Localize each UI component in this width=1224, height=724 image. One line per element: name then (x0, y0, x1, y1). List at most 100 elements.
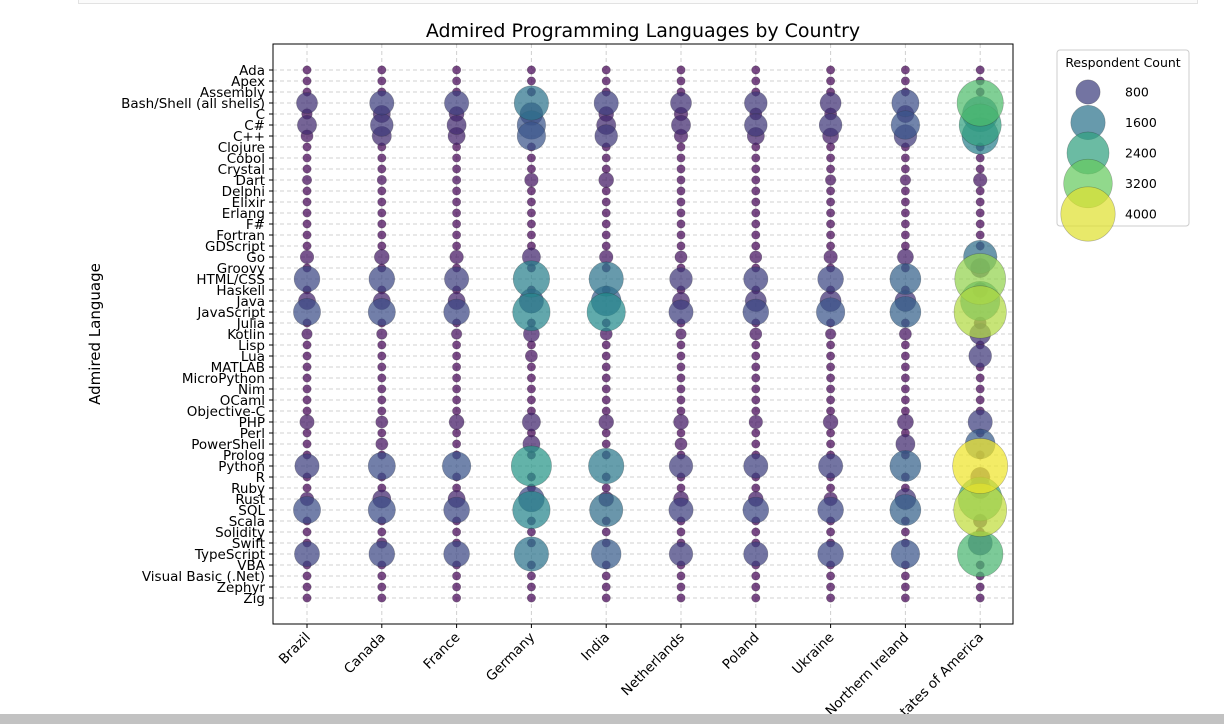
bubble (452, 439, 462, 449)
bubble (751, 241, 761, 251)
bubble (822, 414, 839, 430)
bubble (826, 483, 836, 493)
y-tick-label: HTML/CSS (196, 272, 265, 288)
bubble (601, 527, 611, 537)
bubble (302, 406, 312, 416)
bubble (751, 175, 761, 185)
bubble (377, 395, 387, 405)
y-tick-label: Zephyr (217, 580, 266, 596)
bubble (302, 164, 312, 174)
bubble (601, 241, 611, 251)
bubble (512, 260, 550, 298)
bubble (751, 197, 761, 207)
bubble (676, 175, 686, 185)
bubble (676, 373, 686, 383)
bubble (676, 351, 686, 361)
y-tick-label: PHP (239, 415, 265, 431)
bubble (302, 230, 312, 240)
bubble (302, 483, 312, 493)
bubble (900, 76, 910, 86)
bubble (900, 153, 910, 163)
bubble (526, 373, 536, 383)
bubble (601, 439, 611, 449)
bubble (302, 571, 312, 581)
bubble (601, 406, 611, 416)
x-tick-label: Ukraine (789, 630, 837, 678)
bubble (751, 230, 761, 240)
y-tick-label: Fortran (216, 228, 265, 244)
bubble (900, 373, 910, 383)
bubble (377, 406, 387, 416)
bubble (889, 450, 922, 482)
bubble (676, 186, 686, 196)
bubble (302, 395, 312, 405)
bubble (975, 186, 985, 196)
y-tick-label: Dart (235, 173, 265, 189)
y-tick-label: C# (244, 118, 265, 134)
bubble (299, 414, 315, 430)
y-tick-label: Swift (232, 536, 265, 552)
bubble (377, 384, 387, 394)
y-tick-label: OCaml (220, 393, 265, 409)
bubble (749, 250, 763, 264)
bubble (601, 483, 611, 493)
bubble (377, 208, 387, 218)
bubble (526, 197, 536, 207)
bubble (452, 175, 462, 185)
y-tick-label: Assembly (200, 85, 265, 101)
y-tick-label: Kotlin (227, 327, 265, 343)
bubble (601, 340, 611, 350)
bubble (826, 439, 836, 449)
y-tick-label: Python (218, 459, 265, 475)
bubble (377, 571, 387, 581)
bubble (377, 527, 387, 537)
bubble (743, 266, 769, 292)
bubble (302, 153, 312, 163)
bottom-scrollbar (0, 714, 1224, 724)
bubble (825, 328, 837, 340)
y-tick-label: MATLAB (211, 360, 265, 376)
bubble (526, 219, 536, 229)
bubble (377, 65, 387, 75)
bubble (302, 373, 312, 383)
bubble (826, 582, 836, 592)
bubble (377, 593, 387, 603)
bubble (826, 230, 836, 240)
bubble (676, 428, 686, 438)
bubble (601, 164, 611, 174)
bubble (302, 593, 312, 603)
bubble (751, 395, 761, 405)
bubble (294, 453, 320, 479)
bubble (452, 395, 462, 405)
bubble (670, 92, 692, 114)
bubble (452, 571, 462, 581)
bubble (525, 349, 538, 363)
bubble (452, 373, 462, 383)
bubble (377, 428, 387, 438)
grid-lines (273, 44, 1013, 624)
bubble (975, 197, 985, 207)
legend-bubble (1060, 186, 1116, 242)
bubble (826, 186, 836, 196)
bubble (590, 538, 622, 570)
bubble (452, 384, 462, 394)
bubble (448, 414, 465, 430)
bubble (601, 593, 611, 603)
bubble (956, 79, 1004, 127)
bubble (302, 527, 312, 537)
bubble (377, 164, 387, 174)
bubble (375, 437, 389, 451)
y-tick-label: Ada (239, 63, 265, 79)
bubble (817, 265, 844, 293)
y-tick-label: Lua (241, 349, 265, 365)
bubble (975, 384, 985, 394)
bubble (973, 172, 988, 188)
x-ticks: Brazil Canada France Germany India Netherland… (276, 624, 987, 720)
bubble (374, 249, 390, 265)
bubble (601, 219, 611, 229)
bubble (975, 208, 985, 218)
bubble (601, 208, 611, 218)
bubble (299, 249, 315, 265)
bubble (743, 453, 769, 479)
